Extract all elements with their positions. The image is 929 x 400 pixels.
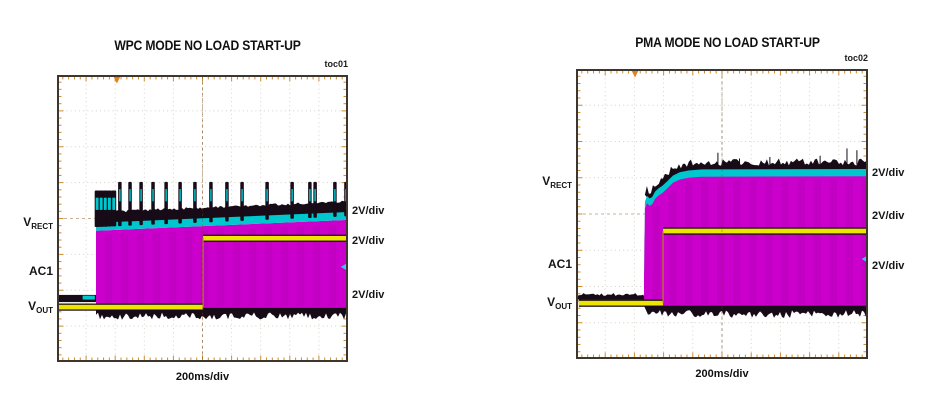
- figure-wpc-startup: WPC MODE NO LOAD START-UP toc01 VRECT AC…: [0, 0, 464, 400]
- toc-id-label: toc02: [844, 53, 868, 63]
- trace-label-ac1: AC1: [0, 264, 53, 280]
- time-scale-label: 200ms/div: [175, 371, 230, 383]
- trace-label-vout: VOUT: [0, 299, 53, 315]
- figure-title: PMA MODE NO LOAD START-UP: [557, 35, 897, 50]
- trace-label-base: V: [547, 295, 556, 309]
- oscilloscope-plot: [576, 69, 868, 359]
- scale-label-vout: 2V/div: [872, 210, 905, 222]
- trace-label-base: AC1: [28, 264, 53, 278]
- scale-label-ac1: 2V/div: [872, 260, 905, 272]
- scale-label-vrect: 2V/div: [872, 167, 905, 179]
- trace-label-base: AC1: [547, 257, 572, 271]
- toc-id-label: toc01: [324, 59, 348, 69]
- trace-label-sub: OUT: [555, 302, 572, 311]
- oscilloscope-plot: [57, 75, 348, 362]
- figure-title: WPC MODE NO LOAD START-UP: [37, 38, 377, 53]
- trace-label-base: V: [23, 215, 32, 229]
- trace-label-sub: RECT: [550, 181, 572, 190]
- trace-label-sub: RECT: [31, 222, 53, 231]
- time-scale-label: 200ms/div: [695, 368, 749, 380]
- figure-title-text: WPC MODE NO LOAD START-UP: [113, 38, 301, 53]
- trace-label-vout: VOUT: [465, 295, 572, 311]
- trace-label-ac1: AC1: [465, 257, 572, 273]
- trace-label-vrect: VRECT: [465, 174, 572, 190]
- trace-label-base: V: [28, 299, 37, 313]
- scale-label-vrect: 2V/div: [352, 205, 385, 217]
- figure-title-text: PMA MODE NO LOAD START-UP: [634, 35, 820, 50]
- scale-label-vout: 2V/div: [352, 235, 385, 247]
- trace-label-sub: OUT: [36, 306, 53, 315]
- scale-label-ac1: 2V/div: [352, 289, 385, 301]
- trace-label-vrect: VRECT: [0, 215, 53, 231]
- trace-label-base: V: [542, 174, 551, 188]
- figure-pma-startup: PMA MODE NO LOAD START-UP toc02 VRECT AC…: [465, 0, 929, 400]
